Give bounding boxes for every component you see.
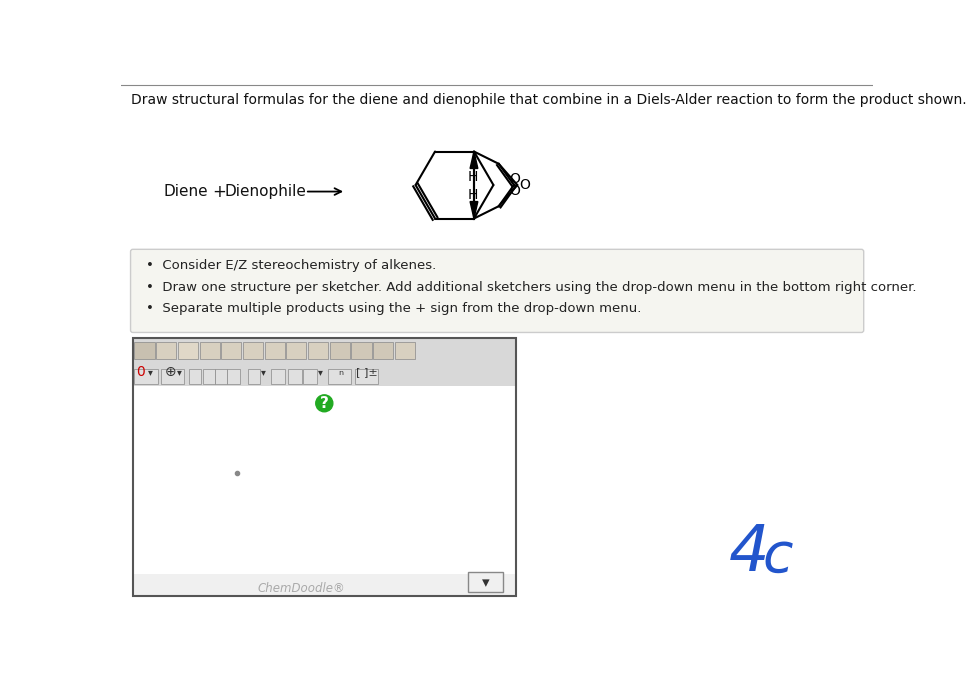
Bar (328, 369, 351, 384)
Bar (135, 343, 154, 359)
Bar (354, 369, 377, 384)
Text: [ ]±: [ ]± (356, 366, 377, 377)
Text: c: c (762, 530, 792, 583)
Polygon shape (470, 151, 478, 168)
Bar (247, 369, 260, 384)
Bar (303, 369, 317, 384)
Bar (242, 343, 263, 359)
Text: ▾: ▾ (482, 575, 488, 591)
Text: ▾: ▾ (318, 366, 323, 377)
Bar (221, 343, 241, 359)
Text: ⊕: ⊕ (164, 365, 175, 379)
Bar (133, 338, 516, 361)
Bar (308, 343, 328, 359)
Bar (200, 343, 219, 359)
Bar (133, 338, 516, 596)
Bar (215, 369, 227, 384)
Bar (135, 369, 158, 384)
Text: H: H (467, 170, 477, 184)
Text: •  Draw one structure per sketcher. Add additional sketchers using the drop-down: • Draw one structure per sketcher. Add a… (146, 281, 916, 294)
Bar (133, 361, 516, 387)
Bar (265, 343, 285, 359)
Text: +: + (211, 183, 226, 200)
Text: ?: ? (320, 396, 328, 411)
Bar (133, 387, 516, 574)
Text: 4: 4 (728, 523, 768, 584)
Bar (468, 572, 502, 592)
Text: •  Separate multiple products using the + sign from the drop-down menu.: • Separate multiple products using the +… (146, 302, 641, 315)
Bar (288, 369, 301, 384)
Text: ▾: ▾ (261, 366, 266, 377)
Bar (394, 343, 415, 359)
Bar (227, 369, 239, 384)
Bar (189, 369, 201, 384)
Bar (203, 369, 215, 384)
Text: ▾: ▾ (176, 366, 181, 377)
Text: 0: 0 (136, 365, 144, 379)
Bar (373, 343, 392, 359)
Text: H: H (467, 188, 477, 202)
Text: ₙ: ₙ (338, 365, 343, 378)
Text: Diene: Diene (164, 184, 208, 199)
FancyBboxPatch shape (131, 249, 862, 332)
Bar (156, 343, 176, 359)
Text: Dienophile: Dienophile (224, 184, 306, 199)
Text: •  Consider E/Z stereochemistry of alkenes.: • Consider E/Z stereochemistry of alkene… (146, 260, 436, 272)
Text: O: O (509, 184, 519, 198)
Bar (286, 343, 306, 359)
Text: O: O (518, 178, 529, 192)
Text: Draw structural formulas for the diene and dienophile that combine in a Diels-Al: Draw structural formulas for the diene a… (131, 93, 965, 107)
Bar (177, 343, 198, 359)
Text: ▾: ▾ (147, 366, 152, 377)
Bar (133, 574, 516, 596)
Text: ChemDoodle®: ChemDoodle® (258, 581, 345, 595)
Bar (270, 369, 285, 384)
Bar (161, 369, 184, 384)
Text: O: O (509, 172, 519, 186)
Circle shape (316, 395, 332, 412)
Polygon shape (470, 202, 478, 218)
Bar (329, 343, 350, 359)
Bar (351, 343, 371, 359)
